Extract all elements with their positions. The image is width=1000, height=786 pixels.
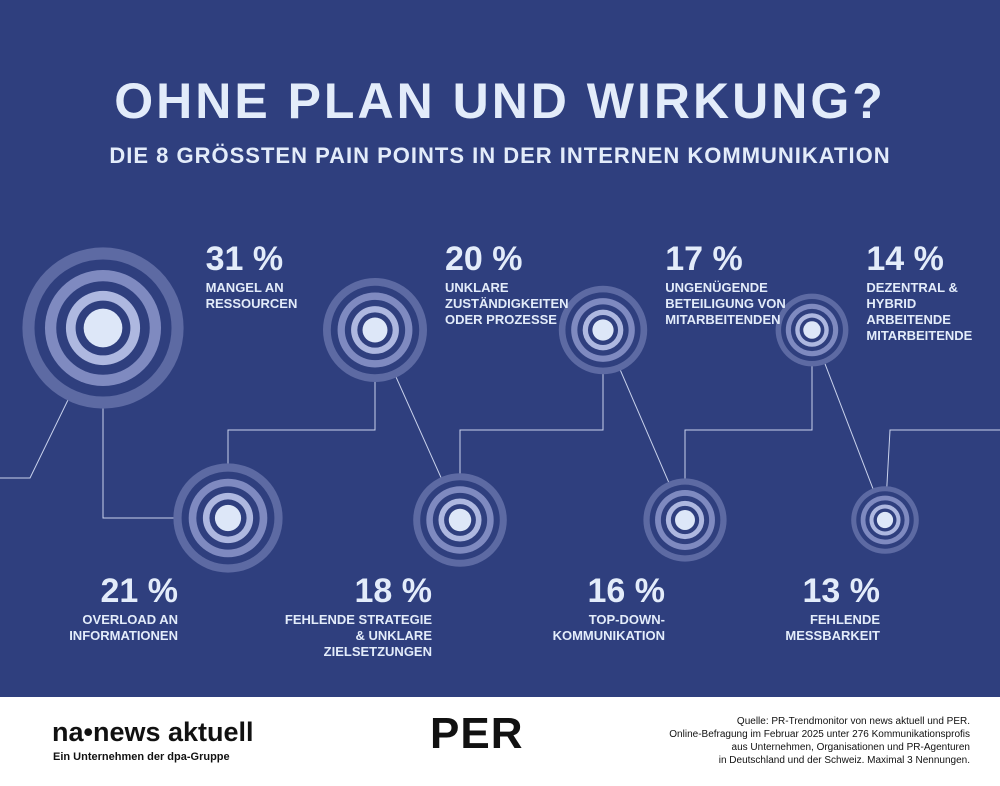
ring [592, 319, 614, 341]
chart [0, 247, 1000, 573]
value-label: 16 % [587, 572, 666, 610]
ring [876, 511, 894, 529]
source: Quelle: PR-Trendmonitor von news aktuell… [669, 716, 970, 766]
ring [83, 308, 123, 348]
ring-group [173, 463, 283, 573]
ring-group [323, 278, 427, 382]
ring [448, 508, 472, 532]
category-label: UNGENÜGENDE BETEILIGUNG VON MITARBEITEND… [665, 280, 786, 327]
category-label: DEZENTRAL & HYBRID ARBEITENDE MITARBEITE… [866, 280, 973, 343]
category-label: FEHLENDE STRATEGIE & UNKLARE ZIELSETZUNG… [284, 612, 432, 659]
value-label: 21 % [100, 572, 179, 610]
value-label: 20 % [445, 240, 523, 278]
ring-group [643, 478, 727, 562]
title: OHNE PLAN UND WIRKUNG? [114, 73, 886, 129]
category-label: UNKLARE ZUSTÄNDIGKEITEN ODER PROZESSE [445, 280, 569, 327]
subtitle: DIE 8 GRÖSSTEN PAIN POINTS IN DER INTERN… [109, 143, 891, 168]
category-label: OVERLOAD AN INFORMATIONEN [69, 612, 178, 643]
value-label: 17 % [665, 240, 743, 278]
category-label: MANGEL AN RESSOURCEN [205, 280, 298, 311]
category-label: TOP-DOWN- KOMMUNIKATION [552, 612, 665, 643]
ring-group [558, 285, 648, 375]
value-label: 31 % [205, 240, 284, 278]
ring-group [22, 247, 184, 409]
ring [675, 510, 695, 530]
ring [214, 504, 242, 532]
ring [803, 321, 821, 339]
partner-logo: PER [430, 709, 524, 758]
ring-group [851, 486, 919, 554]
brand: na•news aktuell [52, 717, 254, 747]
category-label: FEHLENDE MESSBARKEIT [785, 612, 880, 643]
footer: na•news aktuell Ein Unternehmen der dpa-… [0, 697, 1000, 786]
ring-group [775, 293, 849, 367]
value-label: 14 % [866, 240, 944, 278]
ring-group [413, 473, 507, 567]
value-label: 13 % [802, 572, 881, 610]
value-label: 18 % [354, 572, 433, 610]
ring [362, 317, 388, 343]
brand-subtitle: Ein Unternehmen der dpa-Gruppe [53, 751, 230, 763]
